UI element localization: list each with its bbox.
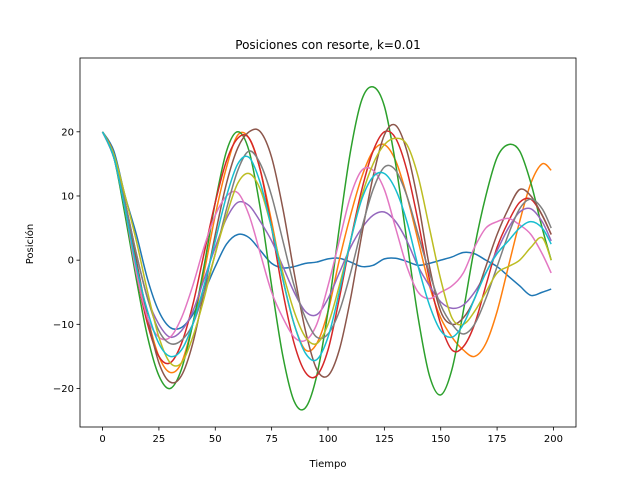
y-tick-label: −20 — [53, 384, 74, 395]
y-tick-label: −10 — [53, 320, 74, 331]
y-tick-label: 20 — [61, 127, 74, 138]
plot-lines — [101, 85, 552, 411]
x-axis-ticks: 0 25 50 75 100 125 150 175 200 — [99, 427, 563, 445]
series-line-10 — [101, 131, 552, 362]
series-line-1 — [101, 131, 552, 331]
x-tick-label: 150 — [431, 434, 450, 445]
x-tick-label: 0 — [99, 434, 105, 445]
y-tick-label: 10 — [61, 191, 74, 202]
x-tick-label: 50 — [209, 434, 222, 445]
series-line-4 — [101, 130, 552, 379]
x-tick-label: 25 — [153, 434, 166, 445]
y-axis-ticks: −20 −10 0 10 20 — [53, 127, 80, 395]
chart-title: Posiciones con resorte, k=0.01 — [235, 38, 420, 52]
series-line-3 — [101, 85, 552, 411]
x-tick-label: 125 — [375, 434, 394, 445]
x-tick-label: 75 — [265, 434, 278, 445]
x-tick-label: 100 — [318, 434, 337, 445]
y-axis-label: Posición — [24, 224, 36, 265]
x-axis-label: Tiempo — [309, 459, 347, 470]
series-line-9 — [101, 131, 552, 367]
x-tick-label: 200 — [544, 434, 563, 445]
series-line-8 — [101, 131, 552, 345]
x-tick-label: 175 — [488, 434, 507, 445]
series-line-5 — [101, 131, 552, 339]
series-line-7 — [101, 131, 552, 343]
y-tick-label: 0 — [68, 256, 74, 267]
